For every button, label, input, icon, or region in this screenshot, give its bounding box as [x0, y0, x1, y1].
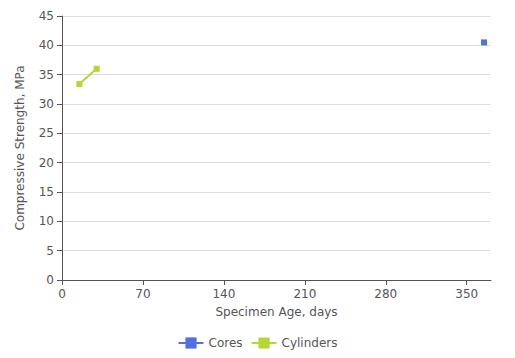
svg-text:30: 30 [39, 97, 54, 111]
svg-text:5: 5 [46, 244, 54, 258]
svg-text:Cylinders: Cylinders [282, 336, 338, 350]
svg-text:25: 25 [39, 126, 54, 140]
svg-text:350: 350 [455, 287, 478, 301]
svg-text:Specimen Age, days: Specimen Age, days [215, 305, 337, 319]
svg-text:210: 210 [293, 287, 316, 301]
svg-text:140: 140 [212, 287, 235, 301]
svg-text:Cores: Cores [209, 336, 243, 350]
svg-text:70: 70 [135, 287, 150, 301]
svg-text:0: 0 [58, 287, 66, 301]
svg-text:0: 0 [46, 273, 54, 287]
svg-text:40: 40 [39, 38, 54, 52]
svg-text:35: 35 [39, 68, 54, 82]
svg-text:15: 15 [39, 185, 54, 199]
svg-text:45: 45 [39, 9, 54, 23]
svg-text:Compressive Strength, MPa: Compressive Strength, MPa [13, 65, 27, 230]
svg-text:280: 280 [374, 287, 397, 301]
svg-text:20: 20 [39, 156, 54, 170]
svg-text:10: 10 [39, 214, 54, 228]
